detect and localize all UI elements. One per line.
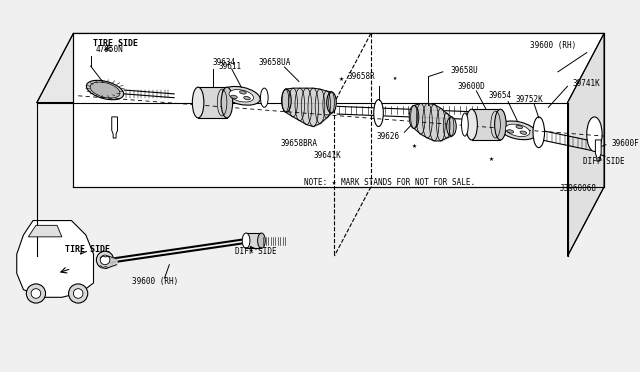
- Ellipse shape: [507, 130, 514, 133]
- Ellipse shape: [90, 82, 120, 98]
- Ellipse shape: [260, 88, 268, 107]
- Ellipse shape: [326, 92, 336, 113]
- Text: 39658R: 39658R: [348, 72, 375, 81]
- Text: 39654: 39654: [489, 91, 512, 100]
- Polygon shape: [568, 33, 604, 256]
- Ellipse shape: [495, 109, 506, 140]
- Text: 39626: 39626: [376, 132, 399, 141]
- Ellipse shape: [86, 80, 124, 100]
- Ellipse shape: [223, 86, 260, 105]
- Text: ★: ★: [488, 154, 493, 163]
- Ellipse shape: [409, 105, 419, 128]
- Text: ★: ★: [412, 141, 417, 150]
- Text: 39658BRA: 39658BRA: [280, 139, 317, 148]
- Ellipse shape: [499, 121, 536, 140]
- Text: 39658UA: 39658UA: [259, 58, 291, 67]
- Ellipse shape: [193, 87, 204, 118]
- Ellipse shape: [221, 87, 233, 118]
- Polygon shape: [28, 225, 62, 237]
- Polygon shape: [37, 33, 604, 103]
- Ellipse shape: [374, 100, 383, 126]
- Ellipse shape: [282, 89, 291, 112]
- Bar: [246, 233, 262, 248]
- Ellipse shape: [461, 113, 468, 136]
- Text: 39600 (RH): 39600 (RH): [132, 278, 178, 286]
- Circle shape: [74, 289, 83, 298]
- Text: DIFF SIDE: DIFF SIDE: [235, 247, 276, 256]
- Text: ★: ★: [393, 76, 397, 81]
- Ellipse shape: [244, 96, 250, 100]
- Text: 39741K: 39741K: [572, 79, 600, 88]
- Ellipse shape: [533, 117, 545, 148]
- Ellipse shape: [229, 90, 253, 102]
- Text: 39600F: 39600F: [612, 139, 639, 148]
- Text: J3960068: J3960068: [559, 185, 596, 193]
- Ellipse shape: [230, 95, 237, 99]
- Text: 39600 (RH): 39600 (RH): [530, 41, 576, 50]
- Circle shape: [26, 284, 45, 303]
- Polygon shape: [74, 33, 604, 187]
- Ellipse shape: [466, 109, 477, 140]
- Text: 39634: 39634: [212, 58, 236, 67]
- Polygon shape: [112, 117, 118, 138]
- Ellipse shape: [239, 91, 246, 94]
- Text: 39641K: 39641K: [314, 151, 342, 160]
- Text: TIRE SIDE: TIRE SIDE: [65, 245, 110, 254]
- Polygon shape: [472, 109, 500, 140]
- Ellipse shape: [516, 125, 522, 129]
- Polygon shape: [17, 221, 93, 297]
- Circle shape: [100, 255, 110, 265]
- Text: NOTE: ★ MARK STANDS FOR NOT FOR SALE.: NOTE: ★ MARK STANDS FOR NOT FOR SALE.: [305, 178, 476, 187]
- Ellipse shape: [506, 124, 530, 137]
- Circle shape: [97, 251, 114, 269]
- Circle shape: [68, 284, 88, 303]
- Text: 39658U: 39658U: [451, 66, 478, 76]
- Text: ★: ★: [339, 74, 344, 83]
- Polygon shape: [595, 140, 601, 161]
- Polygon shape: [198, 87, 227, 118]
- Text: TIRE SIDE: TIRE SIDE: [93, 39, 138, 48]
- Text: 39600D: 39600D: [458, 82, 486, 91]
- Ellipse shape: [243, 233, 250, 248]
- Ellipse shape: [447, 117, 456, 136]
- Text: 39752K: 39752K: [515, 95, 543, 104]
- Ellipse shape: [258, 233, 266, 248]
- Ellipse shape: [520, 131, 527, 134]
- Text: DIFF SIDE: DIFF SIDE: [583, 157, 625, 166]
- Text: 47950N: 47950N: [95, 45, 123, 54]
- Ellipse shape: [587, 117, 602, 151]
- Text: 39611: 39611: [218, 61, 241, 71]
- Circle shape: [31, 289, 41, 298]
